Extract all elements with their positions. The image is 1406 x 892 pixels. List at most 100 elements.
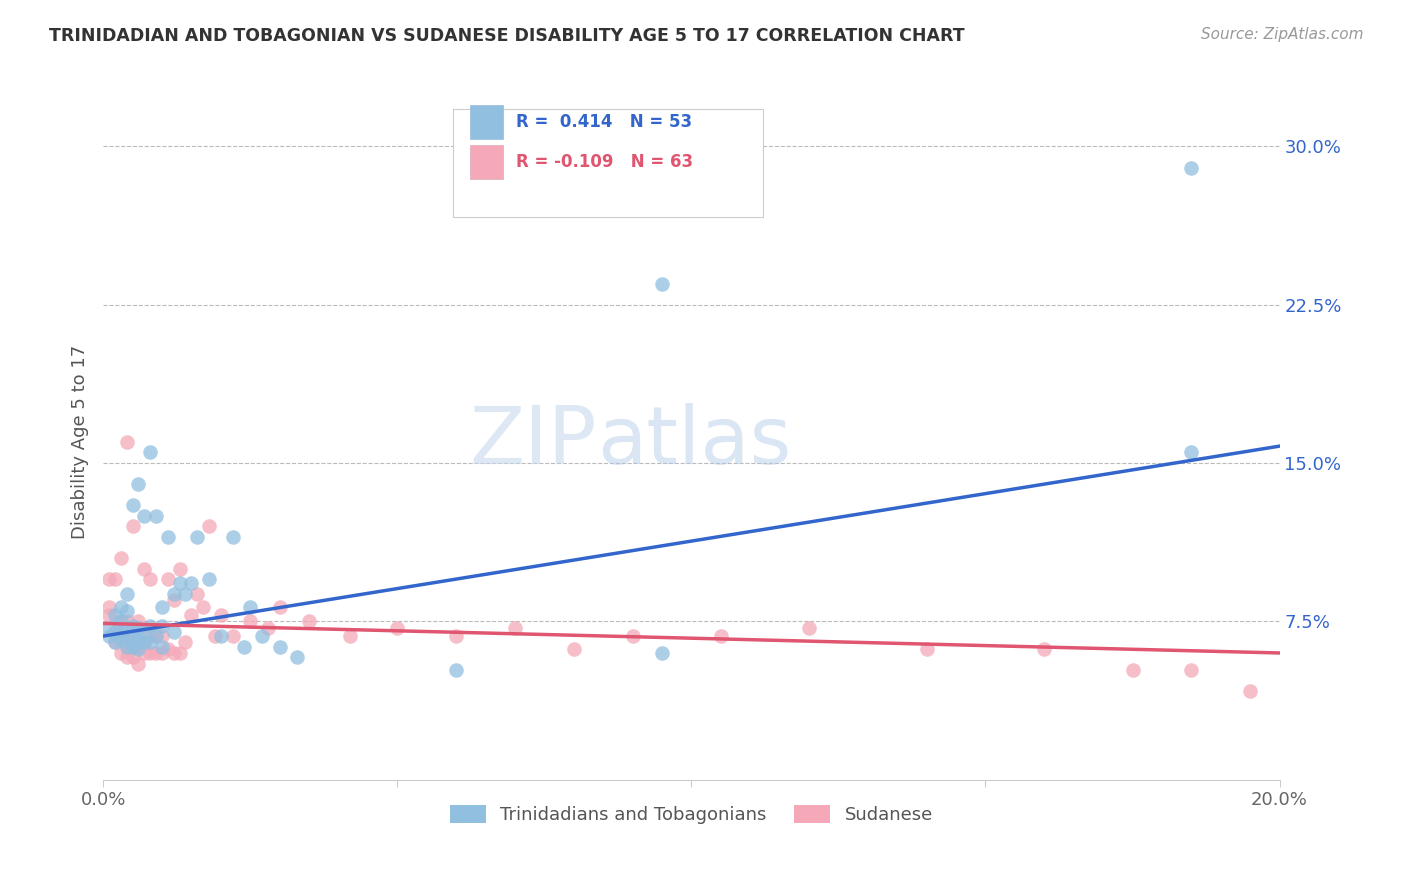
Point: [115, 650, 138, 665]
Point: [104, 635, 127, 649]
Point: [156, 572, 179, 586]
Point: [1180, 663, 1202, 677]
Point: [233, 640, 256, 654]
Point: [145, 629, 167, 643]
Point: [250, 629, 273, 643]
Point: [156, 530, 179, 544]
Point: [163, 593, 186, 607]
Point: [121, 640, 143, 654]
Text: Source: ZipAtlas.com: Source: ZipAtlas.com: [1201, 27, 1364, 42]
Point: [145, 508, 167, 523]
Point: [150, 618, 173, 632]
Point: [198, 519, 221, 533]
Point: [145, 629, 167, 643]
Text: ZIP: ZIP: [470, 403, 598, 481]
Point: [110, 646, 132, 660]
Point: [139, 635, 162, 649]
Point: [110, 551, 132, 566]
Point: [174, 635, 197, 649]
Point: [121, 629, 143, 643]
Point: [134, 561, 156, 575]
Point: [169, 561, 191, 575]
Point: [651, 277, 673, 291]
Point: [180, 607, 202, 622]
Point: [1033, 641, 1056, 656]
Point: [169, 576, 191, 591]
Point: [134, 635, 156, 649]
Point: [163, 646, 186, 660]
Point: [98, 629, 121, 643]
Point: [110, 599, 132, 614]
Point: [150, 646, 173, 660]
Point: [444, 629, 467, 643]
Point: [98, 599, 121, 614]
Point: [110, 615, 132, 629]
Point: [145, 646, 167, 660]
Point: [221, 629, 243, 643]
Point: [134, 508, 156, 523]
Point: [121, 618, 143, 632]
Point: [339, 629, 361, 643]
Point: [134, 635, 156, 649]
Point: [797, 621, 820, 635]
Point: [256, 621, 278, 635]
Point: [139, 618, 162, 632]
Point: [98, 621, 121, 635]
Point: [180, 576, 202, 591]
Point: [156, 641, 179, 656]
Point: [121, 640, 143, 654]
Point: [104, 624, 127, 639]
Point: [621, 629, 644, 643]
Point: [139, 629, 162, 643]
Point: [150, 640, 173, 654]
Point: [127, 631, 149, 645]
Point: [115, 604, 138, 618]
Point: [110, 629, 132, 643]
Point: [239, 599, 262, 614]
Point: [651, 646, 673, 660]
Point: [115, 434, 138, 449]
Point: [98, 572, 121, 586]
Point: [562, 641, 585, 656]
Point: [121, 624, 143, 639]
Point: [104, 572, 127, 586]
Y-axis label: Disability Age 5 to 17: Disability Age 5 to 17: [72, 345, 89, 539]
Point: [503, 621, 526, 635]
Point: [115, 615, 138, 629]
Point: [221, 530, 243, 544]
Point: [127, 477, 149, 491]
Point: [115, 629, 138, 643]
Point: [298, 615, 321, 629]
Point: [444, 663, 467, 677]
Point: [269, 640, 291, 654]
Point: [134, 624, 156, 639]
Point: [127, 615, 149, 629]
Point: [209, 607, 232, 622]
Point: [127, 621, 149, 635]
Point: [104, 607, 127, 622]
Point: [198, 572, 221, 586]
Text: TRINIDADIAN AND TOBAGONIAN VS SUDANESE DISABILITY AGE 5 TO 17 CORRELATION CHART: TRINIDADIAN AND TOBAGONIAN VS SUDANESE D…: [49, 27, 965, 45]
Point: [169, 646, 191, 660]
Point: [115, 621, 138, 635]
Point: [115, 587, 138, 601]
Point: [127, 640, 149, 654]
Point: [139, 572, 162, 586]
Point: [186, 530, 208, 544]
Text: atlas: atlas: [598, 403, 792, 481]
Point: [163, 624, 186, 639]
Point: [150, 629, 173, 643]
Point: [209, 629, 232, 643]
Point: [139, 646, 162, 660]
Point: [191, 599, 214, 614]
Point: [239, 615, 262, 629]
Point: [115, 640, 138, 654]
Point: [915, 641, 938, 656]
Point: [110, 624, 132, 639]
Point: [115, 631, 138, 645]
Point: [139, 445, 162, 459]
Point: [104, 635, 127, 649]
Point: [98, 607, 121, 622]
Point: [1180, 445, 1202, 459]
Point: [127, 657, 149, 671]
